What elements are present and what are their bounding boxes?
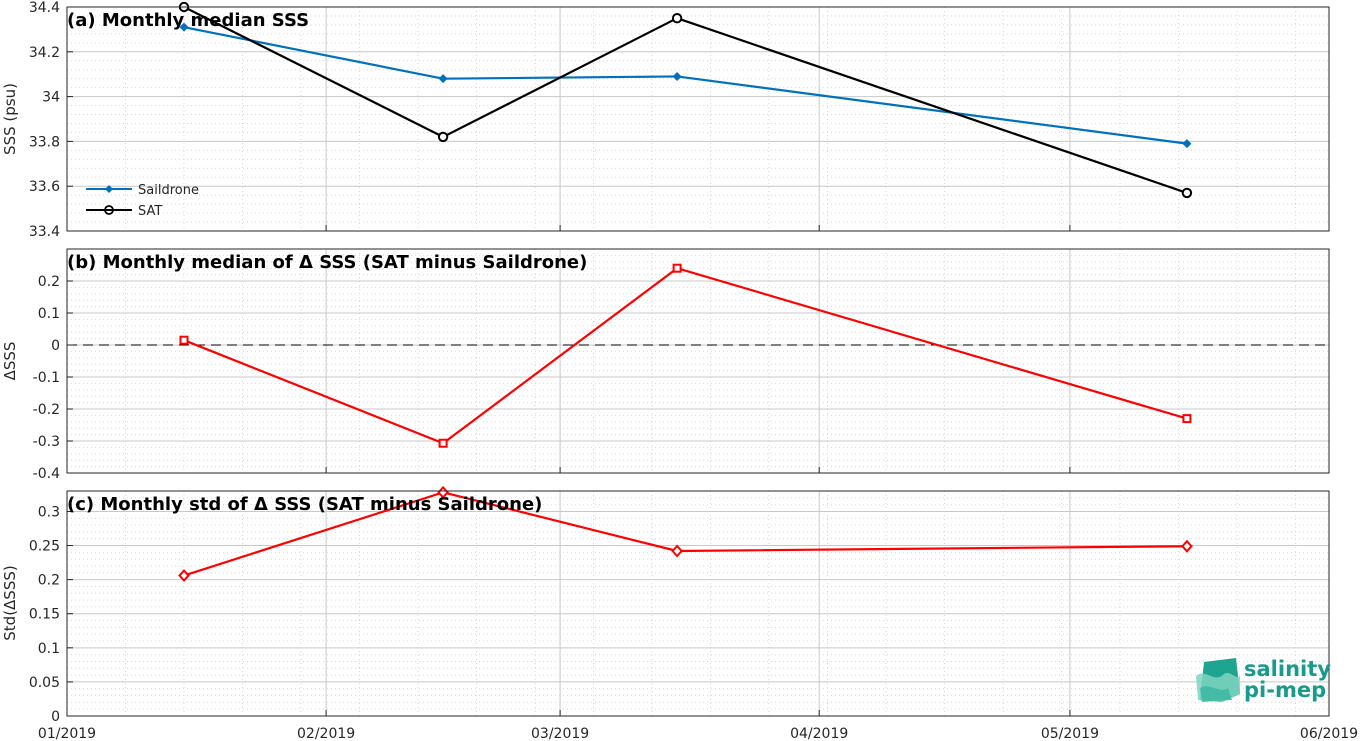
panel-a-ylabel: SSS (psu) — [1, 83, 19, 155]
y-tick-label: 0.2 — [38, 573, 60, 589]
x-tick-label: 05/2019 — [1041, 726, 1099, 741]
y-tick-label: 33.4 — [29, 224, 60, 240]
data-point-diamond — [178, 569, 190, 583]
data-point-diamond — [1181, 539, 1193, 553]
y-tick-label: 33.6 — [29, 179, 60, 195]
legend-sat-label: SAT — [138, 204, 162, 219]
data-point-diamond — [438, 74, 448, 84]
logo-text-line1: salinity — [1244, 657, 1331, 681]
x-tick-label: 03/2019 — [531, 726, 589, 741]
y-tick-label: 0 — [51, 338, 60, 354]
data-point-diamond — [672, 71, 682, 81]
legend: Saildrone SAT — [86, 183, 199, 219]
y-tick-label: 0.1 — [38, 306, 60, 322]
data-point-diamond — [179, 22, 189, 32]
y-tick-label: 0.3 — [38, 504, 60, 520]
y-tick-label: 0.2 — [38, 274, 60, 290]
panel-c-ylabel: Std(ΔSSS) — [1, 565, 19, 640]
y-tick-label: 0.1 — [38, 641, 60, 657]
legend-saildrone-marker — [105, 185, 113, 193]
data-point-circle — [437, 131, 449, 143]
y-tick-label: 0 — [51, 709, 60, 725]
salinity-pi-mep-logo: salinity pi-mep — [1196, 657, 1331, 702]
y-tick-label: -0.2 — [33, 402, 60, 418]
y-tick-label: 33.8 — [29, 134, 60, 150]
data-point-square — [672, 263, 682, 273]
panel-b-background — [67, 249, 1329, 473]
panel-a-background — [67, 7, 1329, 231]
data-point-circle — [1181, 187, 1193, 199]
series-line-1-0 — [183, 267, 1188, 445]
y-tick-label: -0.4 — [33, 466, 60, 482]
panel-c-title: (c) Monthly std of Δ SSS (SAT minus Sail… — [67, 494, 542, 515]
axis-ticks — [66, 6, 1330, 717]
y-tick-labels: 33.4 33.6 33.8 34 34.2 34.4 -0.4 -0.3 -0.2 -0.1 0 0… — [29, 0, 60, 725]
panel-a-title: (a) Monthly median SSS — [67, 10, 309, 31]
data-point-diamond — [671, 544, 683, 558]
x-tick-label: 02/2019 — [297, 726, 355, 741]
logo-text-line2: pi-mep — [1244, 678, 1326, 702]
series-line-0-1 — [183, 6, 1188, 194]
data-point-square — [438, 438, 448, 448]
data-point-circle — [671, 13, 683, 24]
panel-b-title: (b) Monthly median of Δ SSS (SAT minus S… — [67, 252, 587, 273]
x-tick-label: 04/2019 — [790, 726, 848, 741]
y-tick-label: -0.3 — [33, 434, 60, 450]
y-tick-label: 0.25 — [29, 539, 60, 555]
data-point-diamond — [1182, 139, 1192, 149]
y-tick-label: -0.1 — [33, 370, 60, 386]
data-point-square — [179, 335, 189, 345]
legend-sat-marker — [104, 205, 114, 215]
y-tick-label: 0.15 — [29, 607, 60, 623]
panel-c-background — [67, 491, 1329, 716]
x-tick-label: 01/2019 — [38, 726, 96, 741]
y-tick-label: 34.2 — [29, 45, 60, 61]
x-tick-label: 06/2019 — [1300, 726, 1358, 741]
y-tick-label: 0.05 — [29, 675, 60, 691]
panel-a-frame — [66, 6, 1330, 232]
data-point-square — [1182, 414, 1192, 424]
legend-saildrone-label: Saildrone — [138, 183, 199, 198]
series-line-2-0 — [183, 491, 1187, 577]
panel-b-ylabel: ΔSSS — [1, 342, 19, 381]
panel-b-frame — [66, 248, 1330, 474]
y-tick-label: 34 — [42, 90, 60, 106]
y-tick-label: 34.4 — [29, 0, 60, 16]
panel-c-frame — [66, 490, 1330, 717]
x-tick-labels: 01/2019 02/2019 03/2019 04/2019 05/2019 06/20… — [38, 726, 1358, 741]
